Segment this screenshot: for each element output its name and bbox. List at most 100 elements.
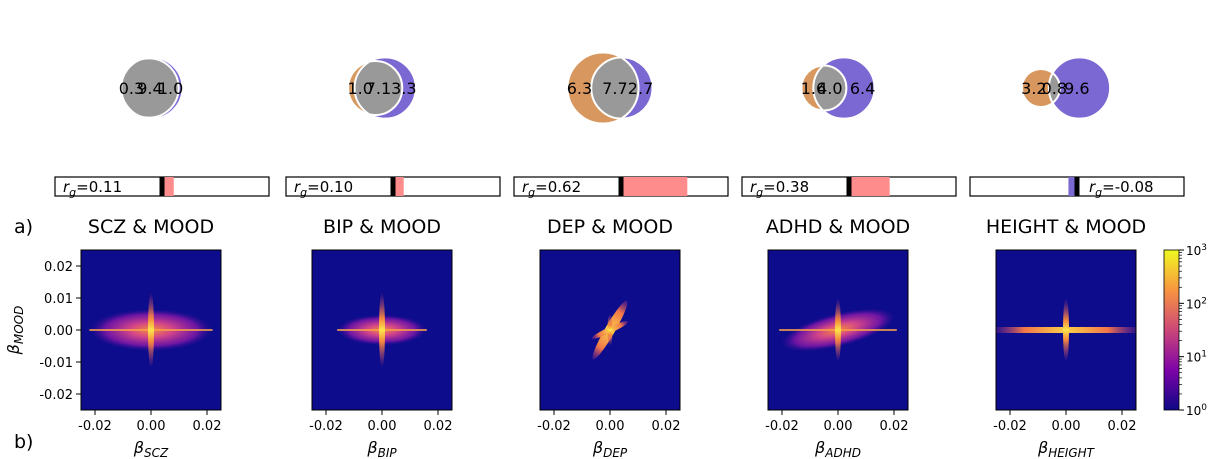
panel-5: 3.20.89.6 rg=-0.08 HEIGHT & MOOD -0.02 0.00 0… (969, 56, 1185, 459)
panel-2: 1.07.1 3.3 rg=0.10 BIP & MOOD -0.02 0.00 0.02 β… (285, 56, 501, 459)
panel-title: SCZ & MOOD (88, 216, 214, 238)
venn-outline-left (1020, 68, 1061, 108)
x-tick-label: 0.00 (824, 419, 853, 434)
heatmap-vertical-spike (607, 314, 613, 346)
rg-label: rg=0.10 (294, 178, 353, 199)
rg-bar: rg=0.62 (513, 176, 729, 199)
venn-outline-right (1047, 56, 1112, 120)
panel-4: 1.64.0 6.4 rg=0.38 ADHD & MOOD -0.02 0.00 0.02… (741, 56, 957, 459)
rg-bar-fill (162, 177, 174, 196)
rg-bar-fill (849, 177, 890, 196)
y-tick-label: 0.02 (44, 260, 73, 275)
rg-bar-zero (390, 177, 396, 196)
venn-label-shared: 0.8 (1042, 79, 1067, 98)
x-tick-label: -0.02 (765, 419, 799, 434)
rg-bar: rg=0.11 (54, 176, 270, 199)
venn-outline-right (590, 56, 654, 120)
x-axis-label: βDEP (592, 438, 628, 459)
venn-label-left: 1.0 (347, 79, 372, 98)
heatmap-vertical-spike (379, 292, 385, 368)
rg-bar: rg=-0.08 (969, 176, 1185, 199)
venn-label-right: 6.4 (850, 79, 875, 98)
colorbar-tick-label: 102 (1186, 296, 1207, 311)
heatmap: -0.02 0.00 0.02 βSCZ 0.02 0.01 0.00 -0.01 -0.02 β… (4, 249, 222, 459)
venn-label-left: 6.3 (567, 79, 592, 98)
rg-bar-fill (621, 177, 688, 196)
x-axis-label: βADHD (814, 438, 861, 459)
panel-title: ADHD & MOOD (766, 216, 910, 238)
x-axis-label: βSCZ (133, 438, 169, 459)
venn-diagram: 0.39.41.0 (118, 56, 184, 120)
rg-bar-fill (393, 177, 404, 196)
venn-label-shared: 9.4 (137, 79, 162, 98)
x-tick-label: 0.02 (652, 419, 681, 434)
colorbar-tick-label: 101 (1186, 350, 1207, 365)
x-tick-label: -0.02 (309, 419, 343, 434)
y-tick-label: -0.01 (39, 356, 73, 371)
venn-outline-left (566, 51, 640, 125)
panel-title: HEIGHT & MOOD (986, 216, 1146, 238)
x-tick-label: 0.02 (193, 419, 222, 434)
venn-label-shared: 7.7 (602, 79, 627, 98)
y-tick-label: -0.02 (39, 388, 73, 403)
venn-label-left: 1.6 (801, 79, 826, 98)
y-axis-label: βMOOD (4, 306, 26, 356)
x-tick-label: 0.02 (424, 419, 453, 434)
venn-label-right: 2.7 (628, 79, 653, 98)
panel-3: 6.3 7.7 2.7 rg=0.62 DEP & MOOD -0.02 0.00 0.02 β… (513, 51, 729, 459)
y-tick-label: 0.00 (44, 324, 73, 339)
rg-bar-zero (618, 177, 624, 196)
heatmap-vertical-spike (148, 292, 154, 368)
heatmap: -0.02 0.00 0.02 βADHD (765, 249, 909, 459)
panel-1: 0.39.41.0 rg=0.11 SCZ & MOOD -0.02 0.00 0.02 β… (4, 56, 270, 459)
venn-circle-right (1048, 57, 1111, 119)
x-tick-label: -0.02 (993, 419, 1027, 434)
colorbar-gradient (1163, 249, 1180, 411)
venn-outline-right (812, 56, 876, 120)
panel-title: DEP & MOOD (547, 216, 673, 238)
venn-diagram: 3.20.89.6 (1020, 56, 1112, 120)
venn-label-right: 1.0 (158, 79, 183, 98)
rg-bar: rg=0.38 (741, 176, 957, 199)
panel-label-a: a) (14, 216, 33, 238)
x-tick-label: 0.02 (880, 419, 909, 434)
venn-label-left: 0.3 (119, 79, 144, 98)
x-tick-label: 0.00 (1052, 419, 1081, 434)
panel-title: BIP & MOOD (323, 216, 441, 238)
venn-outline-right (353, 56, 417, 120)
y-tick-label: 0.01 (44, 292, 73, 307)
colorbar-tick-label: 103 (1186, 243, 1207, 258)
venn-label-shared: 4.0 (817, 79, 842, 98)
x-tick-label: -0.02 (537, 419, 571, 434)
heatmap-vertical-spike (835, 298, 841, 362)
rg-bar-zero (846, 177, 852, 196)
heatmap: -0.02 0.00 0.02 βDEP (537, 249, 681, 459)
panel-label-b: b) (14, 431, 33, 453)
rg-label: rg=0.62 (522, 178, 581, 199)
x-tick-label: 0.00 (596, 419, 625, 434)
venn-label-right: 9.6 (1064, 79, 1089, 98)
venn-outline-right (120, 56, 184, 120)
x-tick-label: 0.00 (368, 419, 397, 434)
venn-label-shared: 7.1 (366, 79, 391, 98)
x-axis-label: βBIP (366, 438, 397, 459)
rg-label: rg=-0.08 (1089, 178, 1154, 199)
venn-diagram: 1.64.0 6.4 (800, 56, 876, 120)
rg-bar-zero (1074, 177, 1080, 196)
rg-bar-zero (159, 177, 165, 196)
x-tick-label: -0.02 (78, 419, 112, 434)
rg-bar: rg=0.10 (285, 176, 501, 199)
venn-overlap (813, 65, 847, 111)
venn-label-right: 3.3 (391, 79, 416, 98)
venn-outline-left (347, 59, 404, 117)
colorbar: 100 101 102 103 (1163, 243, 1207, 418)
rg-label: rg=0.11 (63, 178, 122, 199)
venn-diagram: 6.3 7.7 2.7 (566, 51, 654, 125)
rg-bar-fill (1068, 177, 1077, 196)
rg-label: rg=0.38 (750, 178, 809, 199)
venn-label-left: 3.2 (1021, 79, 1046, 98)
venn-diagram: 1.07.1 3.3 (347, 56, 417, 120)
x-tick-label: 0.02 (1108, 419, 1137, 434)
venn-overlap (121, 58, 179, 118)
